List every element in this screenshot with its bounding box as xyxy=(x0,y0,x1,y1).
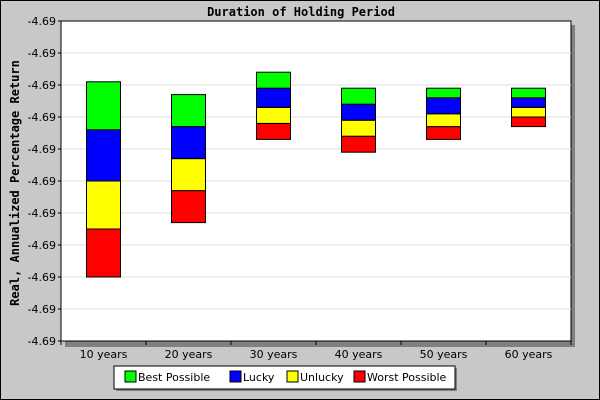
bar-worst-possible xyxy=(341,135,376,153)
y-tick-label: -4.69 xyxy=(28,143,56,156)
bar-worst-possible xyxy=(86,228,121,278)
bar-unlucky xyxy=(426,113,461,128)
bar-lucky xyxy=(341,103,376,121)
bar-lucky xyxy=(426,97,461,115)
bar-unlucky xyxy=(171,158,206,192)
y-tick-label: -4.69 xyxy=(28,175,56,188)
legend-label: Best Possible xyxy=(138,371,210,384)
y-tick-label: -4.69 xyxy=(28,111,56,124)
bar-worst-possible xyxy=(171,190,206,224)
y-tick-label: -4.69 xyxy=(28,335,56,348)
y-tick-label: -4.69 xyxy=(28,303,56,316)
x-ticks: 10 years 20 years 30 years 40 years 50 years… xyxy=(60,341,572,361)
bar-worst-possible xyxy=(256,122,291,140)
grid xyxy=(61,52,571,310)
bar-lucky xyxy=(511,97,546,108)
bar-best-possible xyxy=(426,87,461,99)
y-tick-label: -4.69 xyxy=(28,239,56,252)
legend-swatch xyxy=(124,370,137,383)
bar-best-possible xyxy=(341,87,376,105)
x-tick-label: 20 years xyxy=(165,348,213,361)
chart-title: Duration of Holding Period xyxy=(207,5,395,19)
legend-label: Lucky xyxy=(243,371,275,384)
legend: Best Possible Lucky Unlucky Worst Possible xyxy=(113,365,457,391)
bar-best-possible xyxy=(256,71,291,89)
legend-swatch xyxy=(229,370,242,383)
x-tick-label: 30 years xyxy=(250,348,298,361)
x-tick-label: 60 years xyxy=(505,348,553,361)
legend-swatch xyxy=(353,370,366,383)
y-tick-label: -4.69 xyxy=(28,271,56,284)
legend-box xyxy=(113,365,456,390)
x-tick-label: 50 years xyxy=(420,348,468,361)
bar-unlucky xyxy=(341,119,376,137)
y-tick-label: -4.69 xyxy=(28,79,56,92)
bar-lucky xyxy=(86,129,121,182)
y-ticks: -4.69 -4.69 -4.69 -4.69 -4.69 -4.69 -4.69 -4.69… xyxy=(28,15,61,348)
legend-swatch xyxy=(286,370,299,383)
bar-best-possible xyxy=(86,81,121,131)
bar-best-possible xyxy=(511,87,546,99)
legend-label: Unlucky xyxy=(300,371,344,384)
bar-lucky xyxy=(256,87,291,108)
x-tick-label: 40 years xyxy=(335,348,383,361)
x-tick-label: 10 years xyxy=(80,348,128,361)
bar-unlucky xyxy=(86,180,121,230)
bar-best-possible xyxy=(171,94,206,128)
y-tick-label: -4.69 xyxy=(28,15,56,28)
bars xyxy=(86,71,546,278)
y-tick-label: -4.69 xyxy=(28,207,56,220)
y-axis-label: Real, Annualized Percentage Return xyxy=(8,60,22,306)
y-tick-label: -4.69 xyxy=(28,47,56,60)
bar-worst-possible xyxy=(426,126,461,140)
bar-unlucky xyxy=(511,106,546,118)
legend-label: Worst Possible xyxy=(367,371,447,384)
bar-unlucky xyxy=(256,106,291,124)
bar-worst-possible xyxy=(511,116,546,128)
bar-lucky xyxy=(171,126,206,160)
